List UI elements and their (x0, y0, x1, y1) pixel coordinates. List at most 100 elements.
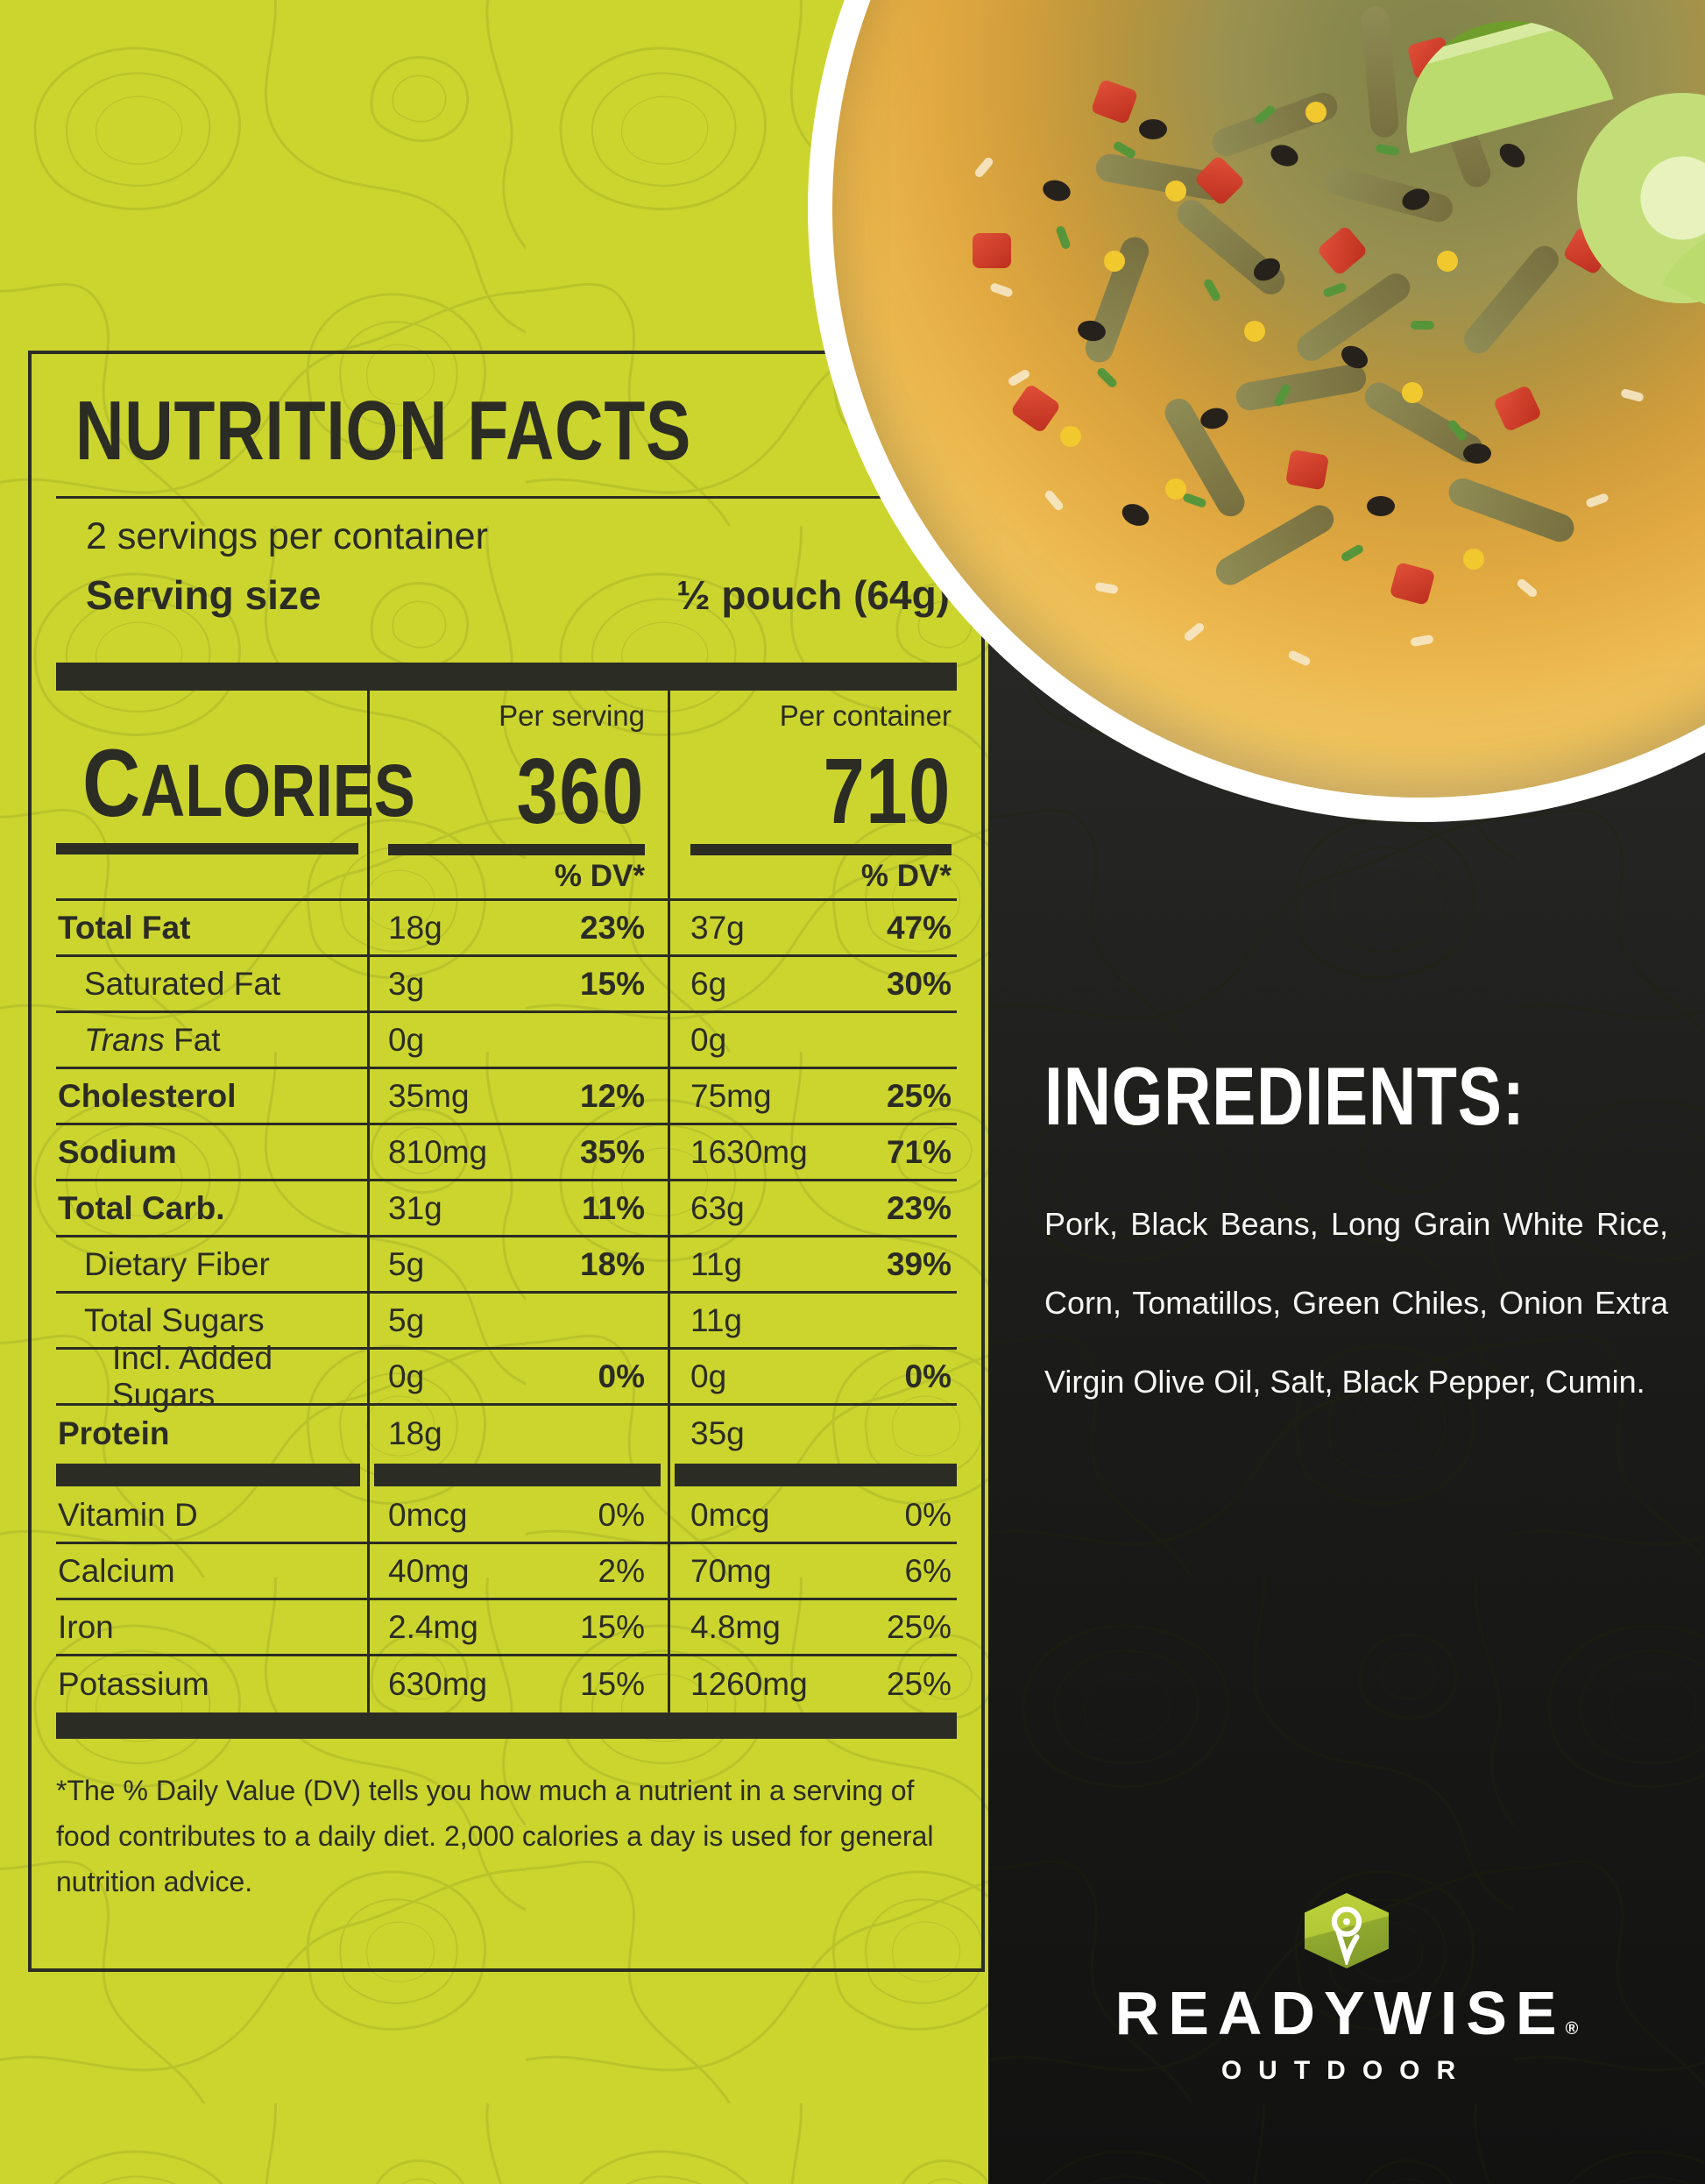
serving-size-label: Serving size (86, 572, 322, 618)
herb-garnish (1182, 492, 1207, 509)
ingredients-section: INGREDIENTS: Pork, Black Beans, Long Gra… (1044, 1055, 1679, 1422)
amount-per-serving: 35mg (388, 1077, 470, 1114)
nutrient-label: Calcium (58, 1552, 175, 1589)
serving-size-value: ½ pouch (64g) (676, 572, 950, 618)
dv-per-serving: 11% (581, 1189, 645, 1226)
ingredients-list: Pork, Black Beans, Long Grain White Rice… (1044, 1206, 1668, 1400)
per-container-label: Per container (779, 699, 952, 732)
rice-garnish (973, 155, 995, 180)
dv-per-serving: 15% (579, 1666, 645, 1702)
dv-per-serving: 23% (579, 909, 645, 946)
dv-per-serving: 12% (579, 1077, 645, 1114)
dv-per-serving: 0% (598, 1358, 645, 1394)
dv-per-container: 0% (904, 1496, 952, 1533)
bean-garnish (1495, 138, 1530, 173)
thick-bar-bottom (56, 1712, 957, 1739)
amount-per-container: 1260mg (690, 1666, 808, 1702)
pepper-garnish (1284, 449, 1330, 491)
nutrient-label: Cholesterol (58, 1077, 237, 1114)
herb-garnish (1322, 281, 1348, 299)
nutrient-row: Vitamin D 0mcg 0% 0mcg 0% (56, 1488, 957, 1544)
pork-garnish (1171, 194, 1291, 301)
calories-per-serving: 360 (516, 740, 645, 844)
nutrient-label: Saturated Fat (84, 965, 281, 1002)
lime-wedge (1383, 0, 1614, 154)
column-divider (367, 691, 370, 1712)
nutrient-row: Cholesterol 35mg 12% 75mg 25% (56, 1069, 957, 1125)
dv-per-serving: 18% (579, 1245, 645, 1282)
rice-garnish (1410, 634, 1434, 648)
nutrient-row: Total Sugars 5g 11g (56, 1294, 957, 1350)
nutrient-label: Total Sugars (84, 1301, 265, 1338)
corn-garnish (1305, 102, 1327, 123)
amount-per-container: 0mcg (690, 1496, 770, 1533)
amount-per-container: 4.8mg (690, 1608, 781, 1645)
nutrient-label: Incl. Added Sugars (112, 1339, 273, 1413)
amount-per-container: 35g (690, 1415, 745, 1451)
herb-garnish (1202, 277, 1222, 303)
pepper-garnish (1492, 384, 1543, 433)
rice-garnish (989, 281, 1014, 299)
bean-garnish (1040, 177, 1073, 204)
thick-bar-top (56, 663, 957, 691)
rice-garnish (1585, 492, 1609, 509)
amount-per-container: 75mg (690, 1077, 772, 1114)
amount-per-container: 37g (690, 909, 745, 946)
pork-garnish (1360, 4, 1400, 139)
amount-per-serving: 3g (388, 965, 425, 1002)
amount-per-container: 1630mg (690, 1133, 808, 1170)
nutrient-row: Calcium 40mg 2% 70mg 6% (56, 1544, 957, 1600)
dv-per-container: 25% (886, 1608, 952, 1645)
calories-per-container: 710 (823, 740, 952, 844)
amount-per-serving: 31g (388, 1189, 442, 1226)
corn-garnish (1437, 251, 1458, 272)
amount-per-serving: 18g (388, 1415, 442, 1451)
amount-per-container: 70mg (690, 1552, 772, 1589)
dv-per-serving: 15% (579, 1608, 645, 1645)
nutrient-row: Protein 18g 35g (56, 1406, 957, 1462)
nutrient-label: Iron (58, 1608, 114, 1645)
pork-garnish (1458, 240, 1565, 359)
nutrient-row: Total Fat 18g 23% 37g 47% (56, 901, 957, 957)
thick-separator (56, 1462, 957, 1488)
nutrient-label: Dietary Fiber (84, 1245, 270, 1282)
herb-garnish (1340, 542, 1365, 564)
dv-per-serving: 0% (598, 1496, 645, 1533)
dv-per-container: 6% (904, 1552, 952, 1589)
nutrient-row: Sodium 810mg 35% 1630mg 71% (56, 1125, 957, 1181)
corn-garnish (1060, 426, 1081, 447)
pepper-garnish (1090, 78, 1139, 125)
nutrient-row: Iron 2.4mg 15% 4.8mg 25% (56, 1600, 957, 1656)
nutrient-row: Trans Fat 0g 0g (56, 1013, 957, 1069)
calories-minibar (388, 843, 645, 855)
dv-per-container: 39% (886, 1245, 952, 1282)
dv-per-container: 30% (886, 965, 952, 1002)
calories-minibar (690, 843, 952, 855)
nutrient-label: Protein (58, 1415, 170, 1451)
servings-per-container: 2 servings per container (86, 515, 488, 557)
bean-garnish (1268, 141, 1301, 170)
bean-garnish (1139, 119, 1167, 139)
dv-per-container: 0% (904, 1358, 952, 1394)
rice-garnish (1182, 620, 1206, 643)
nutrient-label: Vitamin D (58, 1496, 198, 1533)
rice-garnish (1094, 581, 1119, 595)
thick-separator-segment (56, 1464, 360, 1486)
title-rule (56, 496, 957, 499)
amount-per-container: 11g (690, 1245, 742, 1282)
nutrient-row: Saturated Fat 3g 15% 6g 30% (56, 957, 957, 1013)
amount-per-container: 63g (690, 1189, 745, 1226)
dv-header-serving: % DV* (554, 859, 645, 894)
amount-per-serving: 630mg (388, 1666, 488, 1702)
amount-per-serving: 2.4mg (388, 1608, 478, 1645)
nutrition-facts-box: NUTRITION FACTS 2 servings per container… (28, 351, 985, 1972)
corn-garnish (1402, 382, 1423, 403)
rice-garnish (1515, 577, 1539, 599)
brand-name: READYWISE® (1114, 1979, 1579, 2047)
thick-separator-segment (374, 1464, 661, 1486)
amount-per-container: 6g (690, 965, 727, 1002)
location-pin-hexagon-icon (1305, 1893, 1389, 1968)
registered-mark: ® (1565, 2019, 1579, 2039)
herb-garnish (1055, 224, 1072, 251)
